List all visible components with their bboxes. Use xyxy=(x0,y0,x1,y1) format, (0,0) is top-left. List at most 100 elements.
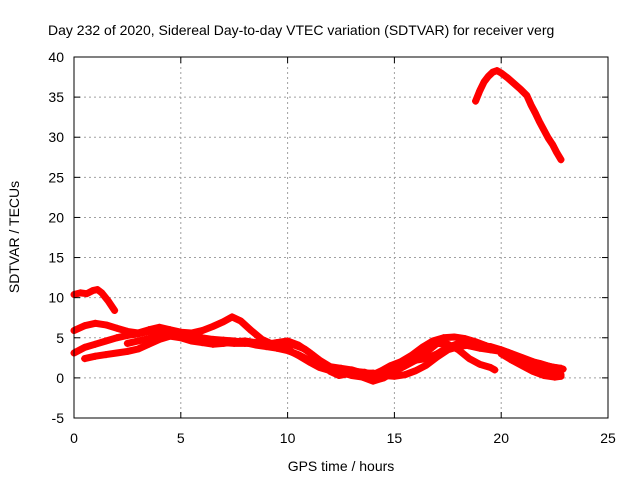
y-tick-label: 0 xyxy=(56,370,64,386)
data-layer xyxy=(70,67,567,385)
data-point xyxy=(348,366,356,374)
data-point xyxy=(484,72,492,80)
y-tick-label: 30 xyxy=(48,129,64,145)
y-tick-label: 25 xyxy=(48,169,64,185)
x-tick-label: 5 xyxy=(177,430,185,446)
data-point xyxy=(76,289,84,297)
data-point xyxy=(476,342,484,350)
data-point xyxy=(123,331,131,339)
data-point xyxy=(220,318,228,326)
data-point xyxy=(476,87,484,95)
data-point xyxy=(91,340,99,348)
data-point xyxy=(83,290,91,298)
data-point xyxy=(540,126,548,134)
data-point xyxy=(358,369,366,377)
data-point xyxy=(465,355,473,363)
data-point xyxy=(529,358,537,366)
data-point xyxy=(461,335,469,343)
data-point xyxy=(98,289,106,297)
data-point xyxy=(305,348,313,356)
data-point xyxy=(91,319,99,327)
data-point xyxy=(529,367,537,375)
y-tick-label: -5 xyxy=(52,410,65,426)
data-point xyxy=(230,339,238,347)
data-point xyxy=(510,79,518,87)
data-point xyxy=(465,341,473,349)
series-arc-3 xyxy=(70,325,565,380)
data-point xyxy=(102,351,110,359)
data-point xyxy=(89,286,97,294)
data-point xyxy=(450,333,458,341)
y-tick-label: 20 xyxy=(48,209,64,225)
data-point xyxy=(93,286,101,294)
data-point xyxy=(557,156,565,164)
data-point xyxy=(220,339,228,347)
data-point xyxy=(472,97,480,105)
data-point xyxy=(237,317,245,325)
data-point xyxy=(412,367,420,375)
y-tick-label: 40 xyxy=(48,49,64,65)
data-point xyxy=(401,371,409,379)
data-point xyxy=(497,350,505,358)
data-point xyxy=(81,322,89,330)
x-tick-label: 20 xyxy=(493,430,509,446)
data-point xyxy=(487,343,495,351)
data-point xyxy=(369,377,377,385)
x-tick-label: 0 xyxy=(70,430,78,446)
data-point xyxy=(422,361,430,369)
data-point xyxy=(337,364,345,372)
data-point xyxy=(294,351,302,359)
data-point xyxy=(422,348,430,356)
y-tick-label: 10 xyxy=(48,290,64,306)
data-point xyxy=(491,366,499,374)
data-point xyxy=(493,67,501,75)
data-point xyxy=(102,337,110,345)
data-point xyxy=(104,297,112,305)
series-arc-7 xyxy=(497,350,565,381)
data-point xyxy=(111,307,119,315)
data-point xyxy=(418,343,426,351)
series-arc-5 xyxy=(123,328,567,380)
y-tick-label: 35 xyxy=(48,89,64,105)
data-point xyxy=(284,337,292,345)
data-point xyxy=(516,85,524,93)
data-point xyxy=(519,362,527,370)
data-point xyxy=(548,140,556,148)
data-point xyxy=(551,363,559,371)
data-point xyxy=(326,363,334,371)
data-point xyxy=(544,134,552,142)
data-point xyxy=(166,328,174,336)
data-point xyxy=(489,68,497,76)
x-tick-label: 15 xyxy=(387,430,403,446)
chart-title: Day 232 of 2020, Sidereal Day-to-day VTE… xyxy=(48,22,554,38)
data-point xyxy=(476,360,484,368)
data-point xyxy=(145,327,153,335)
y-axis-label: SDTVAR / TECUs xyxy=(6,181,22,293)
data-point xyxy=(433,339,441,347)
data-point xyxy=(155,331,163,339)
data-point xyxy=(531,109,539,117)
data-point xyxy=(241,339,249,347)
data-point xyxy=(390,372,398,380)
data-point xyxy=(527,101,535,109)
data-point xyxy=(209,337,217,345)
data-point xyxy=(380,371,388,379)
data-point xyxy=(508,356,516,364)
data-point xyxy=(262,340,270,348)
data-point xyxy=(433,353,441,361)
data-point xyxy=(113,349,121,357)
data-point xyxy=(540,371,548,379)
data-point xyxy=(123,339,131,347)
data-point xyxy=(247,327,255,335)
data-point xyxy=(407,351,415,359)
data-point xyxy=(497,69,505,77)
data-point xyxy=(134,345,142,353)
data-point xyxy=(81,343,89,351)
data-point xyxy=(316,356,324,364)
data-point xyxy=(81,355,89,363)
data-point xyxy=(540,361,548,369)
data-point xyxy=(113,334,121,342)
data-point xyxy=(198,335,206,343)
x-axis-label: GPS time / hours xyxy=(288,458,395,474)
